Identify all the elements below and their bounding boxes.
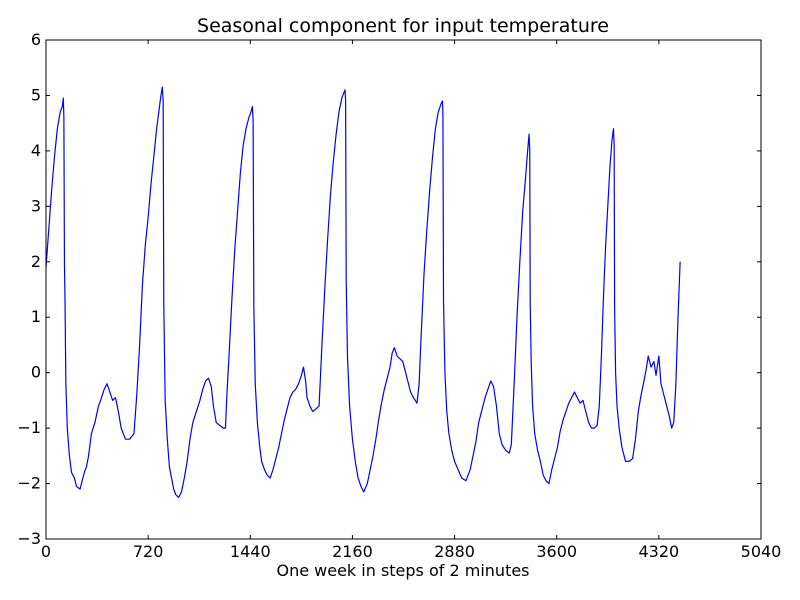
x-tick-label: 720 [133,542,164,561]
x-tick-label: 5040 [741,542,782,561]
series-line-1 [45,86,681,499]
y-tick-label: 1 [31,307,41,326]
x-tick-label: 2880 [434,542,475,561]
plot-area: 0 720 1440 2160 2880 3600 4320 5040 −3 −2 −1 0 1 2 3 4 5… [17,30,781,561]
y-tick-label: 6 [31,30,41,49]
y-tick-label: −3 [17,529,41,548]
x-tick-label: 3600 [536,542,577,561]
y-tick-label: 0 [31,363,41,382]
x-axis-label: One week in steps of 2 minutes [276,561,529,580]
chart-title: Seasonal component for input temperature [197,15,609,37]
y-tick-label: −1 [17,418,41,437]
y-tick-label: 2 [31,252,41,271]
y-tick-label: 4 [31,141,41,160]
x-tick-label: 0 [41,542,51,561]
y-tick-label: −2 [17,474,41,493]
plot-frame [45,39,762,540]
y-tick-label: 3 [31,196,41,215]
y-tick-label: 5 [31,85,41,104]
x-tick-label: 2160 [332,542,373,561]
x-tick-label: 1440 [230,542,271,561]
x-tick-label: 4320 [638,542,679,561]
